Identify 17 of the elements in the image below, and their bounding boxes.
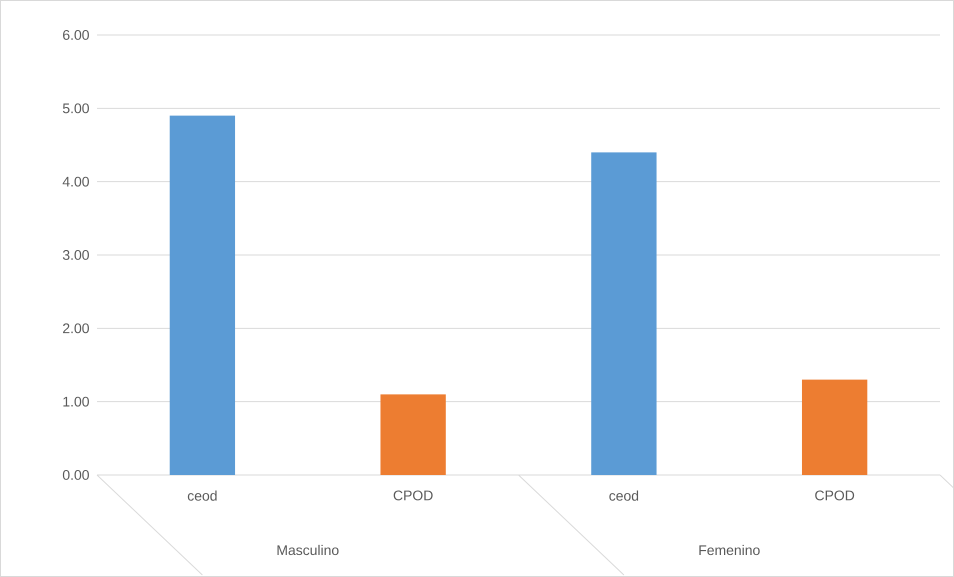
x-tick-label: CPOD bbox=[815, 490, 854, 500]
x-tick-label: CPOD bbox=[394, 490, 433, 500]
y-tick-label: 0.00 bbox=[62, 470, 89, 480]
text: Femenino bbox=[699, 544, 760, 556]
bar bbox=[802, 380, 868, 475]
bar bbox=[380, 394, 446, 475]
y-tick-label: 2.00 bbox=[63, 323, 89, 334]
text: Masculino bbox=[278, 544, 339, 556]
bar bbox=[170, 116, 236, 475]
y-tick-label: 1.00 bbox=[63, 396, 89, 407]
x-tick-label: ceod bbox=[188, 490, 217, 501]
y-tick-label: 6.00 bbox=[63, 30, 89, 40]
bar bbox=[591, 152, 657, 475]
y-tick-label: 4.00 bbox=[62, 176, 89, 187]
y-tick-label: 5.00 bbox=[62, 103, 89, 114]
x-tick-label: ceod bbox=[609, 490, 638, 501]
y-tick-label: 3.00 bbox=[62, 250, 89, 260]
